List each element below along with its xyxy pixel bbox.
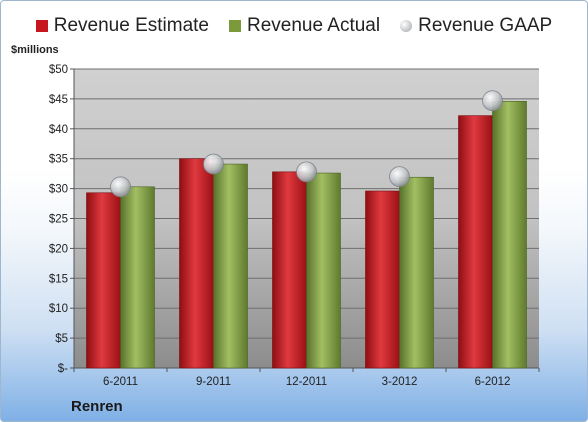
y-tick-label: $40 — [49, 124, 68, 136]
legend-item-revenue-actual: Revenue Actual — [229, 15, 380, 37]
bar-revenue-actual — [306, 172, 341, 369]
y-tick-label: $10 — [49, 303, 68, 315]
x-tick-label: 3-2012 — [382, 376, 418, 388]
bar-revenue-actual — [492, 100, 527, 369]
bar-revenue-estimate — [179, 158, 214, 369]
gaap-marker — [296, 161, 317, 183]
bar-revenue-actual — [213, 163, 248, 369]
bar-revenue-actual — [399, 176, 434, 369]
y-tick-label: $35 — [49, 154, 68, 166]
y-tick-label: $5 — [55, 333, 68, 345]
x-tick-label: 9-2011 — [196, 376, 231, 388]
y-tick-label: $15 — [49, 273, 68, 285]
gaap-marker — [203, 153, 224, 175]
y-tick-label: $20 — [49, 243, 68, 255]
x-tick-label: 6-2011 — [103, 376, 138, 388]
gaap-marker — [389, 166, 410, 188]
x-tick-label: 12-2011 — [286, 376, 327, 388]
x-axis: 6-2011 9-2011 12-2011 3-2012 6-2012 — [73, 368, 540, 388]
legend-item-revenue-estimate: Revenue Estimate — [35, 15, 209, 37]
company-name: Renren — [71, 398, 123, 415]
gaap-marker — [110, 176, 131, 198]
legend-label-revenue-estimate: Revenue Estimate — [53, 15, 209, 36]
y-tick-label: $50 — [49, 64, 68, 76]
y-tick-label: $30 — [49, 184, 68, 196]
bar-revenue-actual — [120, 186, 155, 369]
y-tick-label: $45 — [49, 94, 68, 106]
gaap-markers — [110, 90, 503, 198]
y-axis: $- $5 $10 $15 $20 $25 $30 $35 $40 $45 $50 — [49, 64, 68, 375]
y-tick-label: $25 — [49, 214, 68, 226]
legend-swatch-revenue-estimate — [35, 20, 48, 32]
bar-revenue-estimate — [458, 115, 493, 369]
bars — [86, 100, 527, 369]
legend-label-revenue-gaap: Revenue GAAP — [418, 15, 553, 36]
bar-revenue-estimate — [365, 190, 400, 369]
legend-swatch-revenue-gaap — [400, 20, 413, 32]
y-tick-label: $- — [58, 363, 68, 375]
legend: Revenue Estimate Revenue Actual Revenue … — [1, 15, 587, 37]
bar-revenue-estimate — [272, 171, 307, 369]
legend-item-revenue-gaap: Revenue GAAP — [400, 15, 552, 37]
y-unit-label: $millions — [11, 44, 59, 56]
legend-label-revenue-actual: Revenue Actual — [247, 15, 381, 36]
gaap-marker — [482, 90, 503, 112]
bar-revenue-estimate — [86, 192, 121, 369]
x-tick-label: 6-2012 — [475, 376, 511, 388]
legend-swatch-revenue-actual — [229, 20, 241, 32]
